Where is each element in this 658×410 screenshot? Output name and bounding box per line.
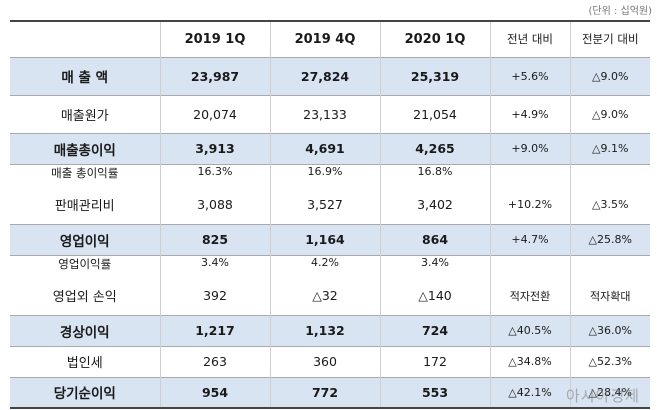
cell-2019-1q: 16.3%: [159, 164, 270, 186]
cell-2019-1q: 392: [159, 277, 270, 315]
row-label: 법인세: [66, 356, 103, 371]
cell-2020-1q: △140: [379, 277, 490, 315]
cell-2019-1q: 23,987: [159, 57, 270, 95]
cell-2020-1q: 21,054: [379, 95, 490, 133]
row-non-operating: 영업외 손익 392 △32 △140 적자전환 적자확대: [10, 277, 650, 315]
cell-qoq: 적자확대: [569, 277, 650, 315]
cell-2019-4q: △32: [269, 277, 380, 315]
cell-qoq: △9.1%: [569, 133, 650, 164]
cell-2020-1q: 25,319: [379, 57, 490, 95]
row-cogs: 매출원가 20,074 23,133 21,054 +4.9% △9.0%: [10, 95, 650, 133]
cell-yoy: 적자전환: [489, 277, 570, 315]
cell-qoq: △3.5%: [569, 186, 650, 224]
cell-2020-1q: 724: [379, 315, 490, 346]
header-2019-1q: 2019 1Q: [159, 21, 270, 57]
cell-yoy: [489, 255, 570, 277]
cell-2019-1q: 20,074: [159, 95, 270, 133]
row-label: 매출 총이익률: [51, 165, 119, 180]
cell-qoq: △9.0%: [569, 57, 650, 95]
cell-yoy: △42.1%: [489, 377, 570, 408]
cell-yoy: +4.7%: [489, 224, 570, 255]
cell-2019-1q: 3,088: [159, 186, 270, 224]
row-label: 판매관리비: [54, 199, 115, 215]
row-operating-margin: 영업이익률 3.4% 4.2% 3.4%: [10, 255, 650, 277]
cell-2019-1q: 825: [159, 224, 270, 255]
row-gross-margin: 매출 총이익률 16.3% 16.9% 16.8%: [10, 164, 650, 186]
header-yoy: 전년 대비: [489, 21, 570, 57]
cell-qoq: △52.3%: [569, 346, 650, 377]
cell-yoy: △40.5%: [489, 315, 570, 346]
cell-2019-4q: 1,132: [269, 315, 380, 346]
row-label: 매출총이익: [53, 142, 116, 159]
cell-2020-1q: 3,402: [379, 186, 490, 224]
cell-2019-4q: 23,133: [269, 95, 380, 133]
row-net-income: 당기순이익 954 772 553 △42.1% △28.4%: [10, 377, 650, 408]
unit-note: (단위 : 십억원): [588, 6, 652, 17]
cell-2019-4q: 16.9%: [269, 164, 380, 186]
cell-2019-4q: 4.2%: [269, 255, 380, 277]
header-2019-4q: 2019 4Q: [269, 21, 380, 57]
cell-qoq: [569, 164, 650, 186]
cell-2019-1q: 263: [159, 346, 270, 377]
cell-2019-4q: 772: [269, 377, 380, 408]
cell-2020-1q: 172: [379, 346, 490, 377]
cell-2019-1q: 3.4%: [159, 255, 270, 277]
cell-2019-1q: 954: [159, 377, 270, 408]
cell-yoy: +5.6%: [489, 57, 570, 95]
cell-2020-1q: 3.4%: [379, 255, 490, 277]
cell-2020-1q: 16.8%: [379, 164, 490, 186]
cell-qoq: △36.0%: [569, 315, 650, 346]
row-gross-profit: 매출총이익 3,913 4,691 4,265 +9.0% △9.1%: [10, 133, 650, 164]
header-qoq: 전분기 대비: [569, 21, 650, 57]
watermark-logo: 아시아경제: [565, 387, 640, 405]
row-label: 당기순이익: [53, 386, 116, 403]
header-blank: [10, 21, 160, 57]
cell-2019-4q: 360: [269, 346, 380, 377]
cell-2020-1q: 553: [379, 377, 490, 408]
header-2020-1q: 2020 1Q: [379, 21, 490, 57]
cell-2019-4q: 1,164: [269, 224, 380, 255]
row-corporate-tax: 법인세 263 360 172 △34.8% △52.3%: [10, 346, 650, 377]
cell-2020-1q: 864: [379, 224, 490, 255]
cell-qoq: △28.4%: [569, 377, 650, 408]
row-label: 영업이익: [59, 233, 110, 250]
cell-2019-1q: 3,913: [159, 133, 270, 164]
row-label: 영업이익률: [58, 256, 112, 271]
cell-yoy: [489, 164, 570, 186]
cell-yoy: +9.0%: [489, 133, 570, 164]
row-label: 매 출 액: [61, 70, 109, 86]
cell-2019-1q: 1,217: [159, 315, 270, 346]
row-sga: 판매관리비 3,088 3,527 3,402 +10.2% △3.5%: [10, 186, 650, 224]
header-row: 2019 1Q 2019 4Q 2020 1Q 전년 대비 전분기 대비: [10, 21, 650, 57]
row-revenue: 매 출 액 23,987 27,824 25,319 +5.6% △9.0%: [10, 57, 650, 95]
row-ordinary-profit: 경상이익 1,217 1,132 724 △40.5% △36.0%: [10, 315, 650, 346]
row-operating-profit: 영업이익 825 1,164 864 +4.7% △25.8%: [10, 224, 650, 255]
row-label: 경상이익: [59, 324, 110, 341]
cell-2020-1q: 4,265: [379, 133, 490, 164]
cell-yoy: +4.9%: [489, 95, 570, 133]
cell-qoq: △25.8%: [569, 224, 650, 255]
row-label: 영업외 손익: [52, 290, 117, 306]
cell-2019-4q: 4,691: [269, 133, 380, 164]
cell-qoq: △9.0%: [569, 95, 650, 133]
cell-yoy: +10.2%: [489, 186, 570, 224]
cell-2019-4q: 3,527: [269, 186, 380, 224]
cell-qoq: [569, 255, 650, 277]
cell-2019-4q: 27,824: [269, 57, 380, 95]
cell-yoy: △34.8%: [489, 346, 570, 377]
row-label: 매출원가: [60, 108, 109, 124]
financial-table: 2019 1Q 2019 4Q 2020 1Q 전년 대비 전분기 대비 매 출…: [10, 20, 650, 409]
